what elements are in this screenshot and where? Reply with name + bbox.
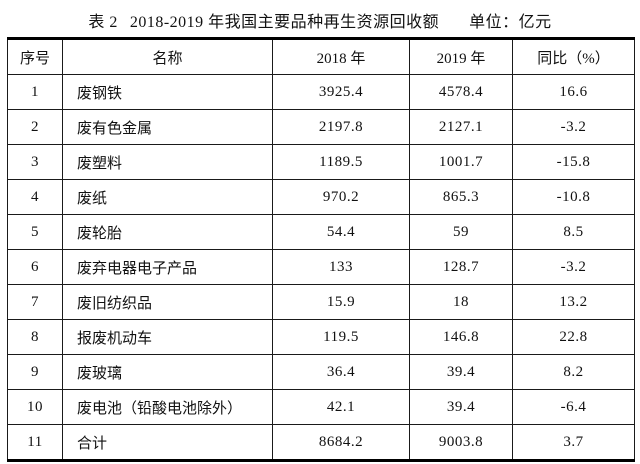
table-row: 8 报废机动车 119.5 146.8 22.8: [7, 319, 635, 355]
cell-index: 4: [7, 179, 63, 215]
cell-yoy: -3.2: [512, 249, 635, 285]
table-row: 7 废旧纺织品 15.9 18 13.2: [7, 284, 635, 320]
cell-name: 废有色金属: [62, 109, 273, 145]
cell-name: 废弃电器电子产品: [62, 249, 273, 285]
table-unit: 单位：亿元: [469, 14, 552, 31]
table-row: 10 废电池（铅酸电池除外） 42.1 39.4 -6.4: [7, 389, 635, 425]
cell-yoy: 16.6: [512, 74, 635, 110]
cell-2018: 3925.4: [272, 74, 410, 110]
cell-index: 7: [7, 284, 63, 320]
cell-name: 废玻璃: [62, 354, 273, 390]
cell-yoy: 3.7: [512, 424, 635, 461]
cell-index: 2: [7, 109, 63, 145]
cell-2019: 2127.1: [409, 109, 513, 145]
cell-name: 废纸: [62, 179, 273, 215]
cell-2019: 39.4: [409, 389, 513, 425]
cell-2018: 15.9: [272, 284, 410, 320]
cell-yoy: 22.8: [512, 319, 635, 355]
cell-2019: 865.3: [409, 179, 513, 215]
cell-yoy: 8.5: [512, 214, 635, 250]
cell-name: 报废机动车: [62, 319, 273, 355]
table-row-total: 11 合计 8684.2 9003.8 3.7: [7, 424, 635, 461]
column-header-2018: 2018 年: [272, 38, 410, 75]
cell-index: 5: [7, 214, 63, 250]
recycling-data-table: 序号 名称 2018 年 2019 年 同比（%） 1 废钢铁 3925.4 4…: [7, 37, 635, 462]
column-header-2019: 2019 年: [409, 38, 513, 75]
cell-2018: 119.5: [272, 319, 410, 355]
cell-index: 9: [7, 354, 63, 390]
cell-name: 废旧纺织品: [62, 284, 273, 320]
column-header-name: 名称: [62, 38, 273, 75]
cell-name: 废轮胎: [62, 214, 273, 250]
cell-2019: 1001.7: [409, 144, 513, 180]
cell-yoy: -10.8: [512, 179, 635, 215]
cell-2018: 42.1: [272, 389, 410, 425]
cell-2019: 59: [409, 214, 513, 250]
table-header-row: 序号 名称 2018 年 2019 年 同比（%）: [7, 38, 635, 75]
cell-yoy: 8.2: [512, 354, 635, 390]
cell-index: 11: [7, 424, 63, 461]
cell-2018: 2197.8: [272, 109, 410, 145]
table-label: 表 2: [88, 14, 118, 31]
table-row: 6 废弃电器电子产品 133 128.7 -3.2: [7, 249, 635, 285]
cell-index: 1: [7, 74, 63, 110]
cell-yoy: 13.2: [512, 284, 635, 320]
cell-2018: 1189.5: [272, 144, 410, 180]
cell-2018: 54.4: [272, 214, 410, 250]
table-row: 9 废玻璃 36.4 39.4 8.2: [7, 354, 635, 390]
cell-name: 废塑料: [62, 144, 273, 180]
table-caption: 表 2 2018-2019 年我国主要品种再生资源回收额 单位：亿元: [0, 8, 640, 32]
cell-index: 3: [7, 144, 63, 180]
cell-2019: 18: [409, 284, 513, 320]
cell-name: 合计: [62, 424, 273, 461]
table-row: 4 废纸 970.2 865.3 -10.8: [7, 179, 635, 215]
cell-2018: 8684.2: [272, 424, 410, 461]
table-row: 1 废钢铁 3925.4 4578.4 16.6: [7, 74, 635, 110]
table-title: 2018-2019 年我国主要品种再生资源回收额: [129, 14, 440, 31]
cell-yoy: -3.2: [512, 109, 635, 145]
table-row: 3 废塑料 1189.5 1001.7 -15.8: [7, 144, 635, 180]
cell-2018: 133: [272, 249, 410, 285]
cell-2018: 36.4: [272, 354, 410, 390]
cell-index: 8: [7, 319, 63, 355]
cell-name: 废电池（铅酸电池除外）: [62, 389, 273, 425]
table-row: 5 废轮胎 54.4 59 8.5: [7, 214, 635, 250]
cell-index: 6: [7, 249, 63, 285]
cell-yoy: -6.4: [512, 389, 635, 425]
column-header-yoy: 同比（%）: [512, 38, 635, 75]
cell-index: 10: [7, 389, 63, 425]
cell-2019: 39.4: [409, 354, 513, 390]
cell-2019: 9003.8: [409, 424, 513, 461]
cell-yoy: -15.8: [512, 144, 635, 180]
cell-name: 废钢铁: [62, 74, 273, 110]
cell-2019: 146.8: [409, 319, 513, 355]
column-header-index: 序号: [7, 38, 63, 75]
cell-2019: 128.7: [409, 249, 513, 285]
table-row: 2 废有色金属 2197.8 2127.1 -3.2: [7, 109, 635, 145]
cell-2019: 4578.4: [409, 74, 513, 110]
cell-2018: 970.2: [272, 179, 410, 215]
